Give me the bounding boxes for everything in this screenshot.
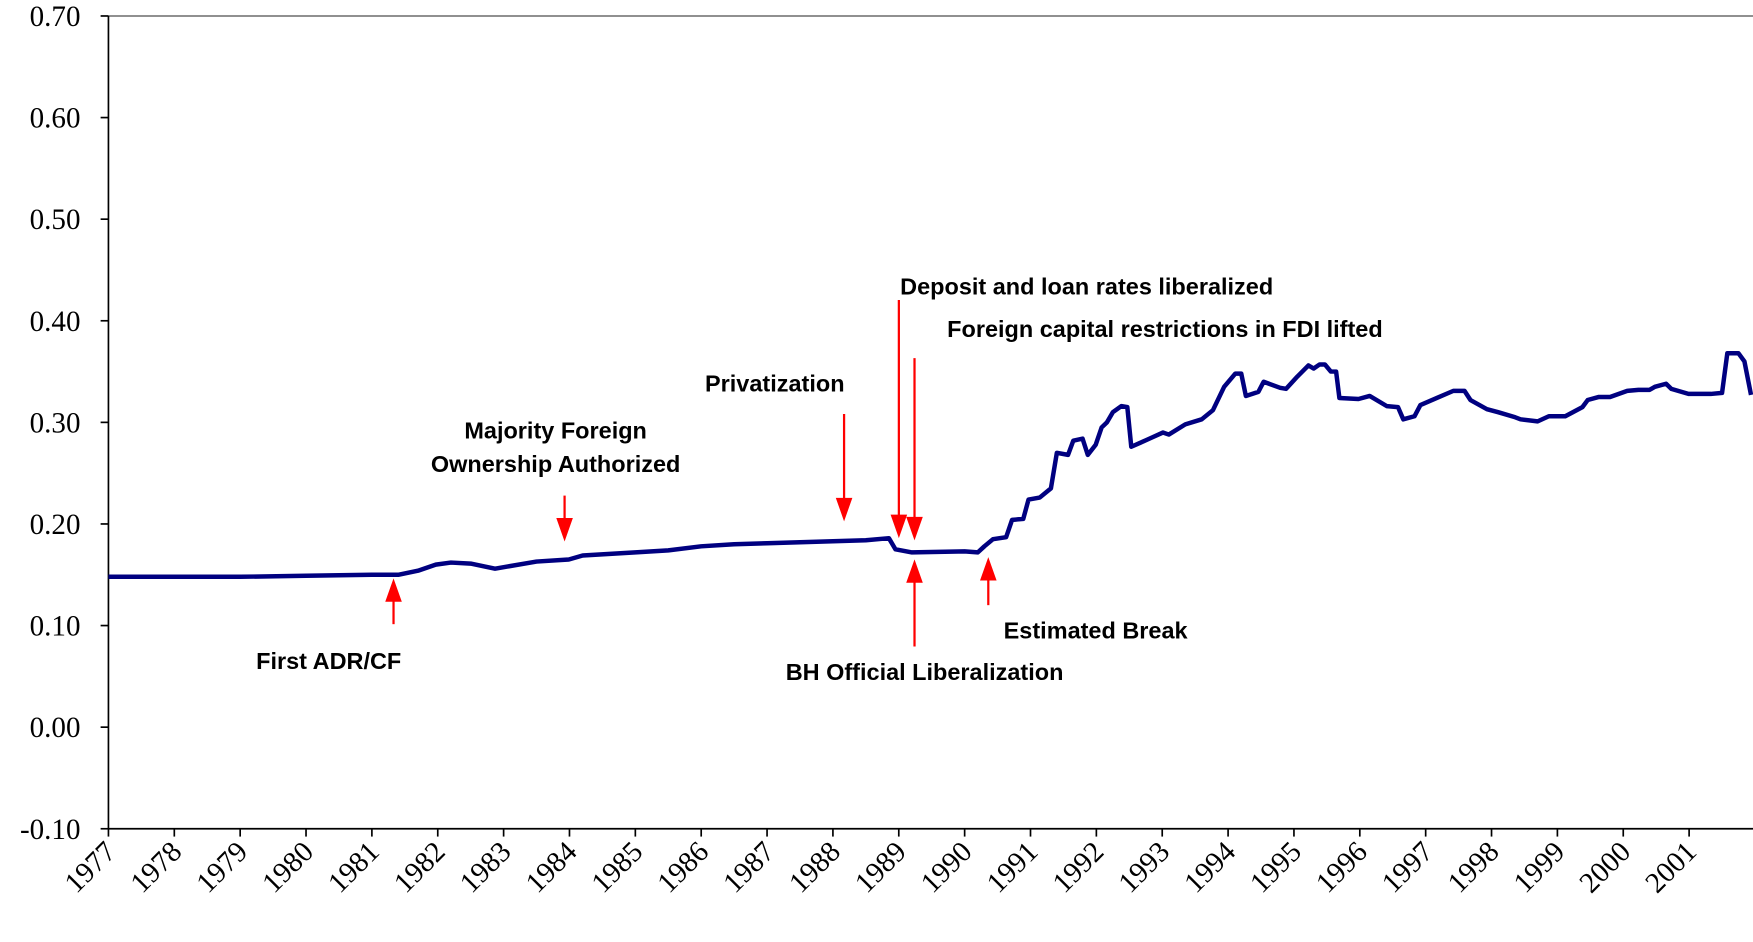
y-tick-label: 0.20 bbox=[30, 509, 81, 541]
x-tick-label: 1993 bbox=[1112, 836, 1176, 900]
arrow-head bbox=[890, 514, 908, 539]
x-tick-label: 1978 bbox=[124, 836, 188, 900]
x-tick-label: 1979 bbox=[190, 836, 254, 900]
y-tick-label: 0.60 bbox=[30, 103, 81, 135]
x-tick-label: 1984 bbox=[520, 835, 584, 899]
x-tick-label: 1982 bbox=[388, 836, 452, 900]
arrows bbox=[385, 299, 997, 647]
arrow-head bbox=[556, 517, 573, 542]
x-tick-label: 1997 bbox=[1376, 836, 1440, 900]
annotation: Deposit and loan rates liberalized bbox=[900, 273, 1273, 299]
annotation: Estimated Break bbox=[1004, 618, 1189, 644]
annotation: First ADR/CF bbox=[256, 648, 401, 674]
x-tick-label: 2000 bbox=[1573, 836, 1637, 900]
y-tick-label: 0.00 bbox=[30, 712, 81, 744]
x-tick-label: 1987 bbox=[717, 836, 781, 900]
arrow-head bbox=[906, 516, 923, 541]
y-tick-label: 0.40 bbox=[30, 306, 81, 338]
x-tick-label: 1991 bbox=[981, 836, 1045, 900]
x-tick-label: 1989 bbox=[849, 836, 913, 900]
x-tick-label: 1998 bbox=[1442, 836, 1506, 900]
x-tick-label: 1990 bbox=[915, 836, 979, 900]
y-tick-label: 0.30 bbox=[30, 407, 81, 439]
x-tick-label: 1999 bbox=[1508, 836, 1572, 900]
x-tick-label: 1995 bbox=[1244, 836, 1308, 900]
annotation: BH Official Liberalization bbox=[786, 659, 1064, 685]
annotation: Privatization bbox=[705, 371, 845, 397]
arrow-head bbox=[385, 578, 402, 602]
data-line bbox=[108, 351, 1753, 580]
annotation: Ownership Authorized bbox=[431, 451, 680, 477]
annotation: Majority Foreign bbox=[464, 418, 647, 444]
y-tick-label: 0.10 bbox=[30, 611, 81, 643]
x-tick-label: 1980 bbox=[256, 836, 320, 900]
x-tick-label: 1994 bbox=[1178, 835, 1242, 899]
x-tick-label: 1992 bbox=[1047, 836, 1111, 900]
x-tick-label: 1985 bbox=[586, 836, 650, 900]
x-tick-label: 1988 bbox=[783, 836, 847, 900]
x-tick-label: 2001 bbox=[1639, 836, 1703, 900]
x-tick-label: 1983 bbox=[454, 836, 518, 900]
arrow-head bbox=[835, 497, 853, 522]
x-tick-label: 1986 bbox=[651, 836, 715, 900]
y-tick-label: 0.70 bbox=[30, 1, 81, 33]
arrow-head bbox=[980, 557, 997, 581]
y-tick-label: -0.10 bbox=[20, 814, 81, 846]
x-tick-label: 1981 bbox=[322, 836, 386, 900]
x-tick-label: 1996 bbox=[1310, 836, 1374, 900]
arrow-head bbox=[906, 559, 923, 583]
annotations: First ADR/CF Majority Foreign Ownership … bbox=[256, 273, 1383, 685]
y-tick-label: 0.50 bbox=[30, 204, 81, 236]
annotation: Foreign capital restrictions in FDI lift… bbox=[947, 316, 1383, 342]
